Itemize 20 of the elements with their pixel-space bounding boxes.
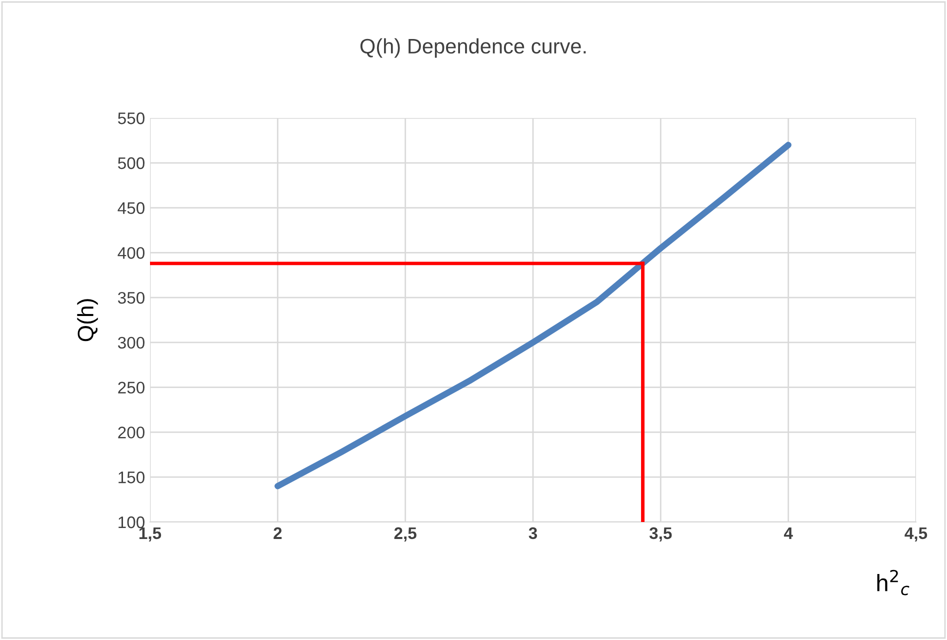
y-axis-title: Q(h) xyxy=(77,299,98,342)
chart-title: Q(h) Dependence curve. xyxy=(360,38,586,58)
y-tick-label: 350 xyxy=(118,292,144,304)
x-tick-label: 2,5 xyxy=(394,527,416,542)
y-tick-label: 250 xyxy=(118,382,144,394)
y-tick-label: 300 xyxy=(118,336,144,349)
x-tick-label: 4,5 xyxy=(904,527,928,542)
x-tick-label: 1,5 xyxy=(139,527,162,542)
y-tick-label: 100 xyxy=(118,516,144,528)
y-tick-label: 550 xyxy=(118,112,144,124)
y-tick-label: 400 xyxy=(118,247,144,259)
y-tick-label: 500 xyxy=(118,157,144,170)
x-tick-label: 3 xyxy=(528,527,538,540)
x-tick-label: 2 xyxy=(274,527,282,539)
y-tick-label: 450 xyxy=(118,202,144,214)
y-tick-label: 150 xyxy=(118,472,144,484)
x-tick-label: 3,5 xyxy=(649,527,672,542)
x-axis-title: h$^{2}$$_{c}$ xyxy=(877,570,910,596)
y-tick-label: 200 xyxy=(118,426,144,438)
x-tick-label: 4 xyxy=(784,527,793,539)
